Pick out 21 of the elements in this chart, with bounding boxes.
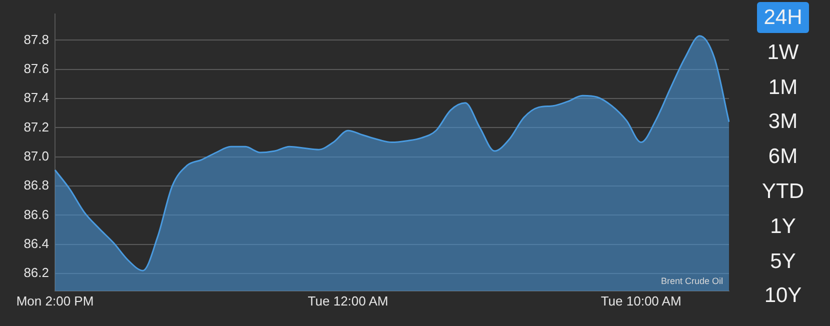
- range-button[interactable]: 1W: [760, 36, 806, 68]
- range-button[interactable]: 10Y: [757, 280, 809, 312]
- y-tick-label: 87.6: [24, 60, 49, 76]
- range-button[interactable]: 5Y: [763, 246, 803, 277]
- x-tick-label: Tue 12:00 AM: [308, 293, 388, 308]
- range-button[interactable]: 6M: [761, 141, 805, 172]
- annotation: Brent Crude Oil: [660, 276, 723, 286]
- y-tick-label: 87.0: [24, 148, 49, 164]
- range-button[interactable]: 3M: [761, 106, 805, 138]
- y-tick-label: 87.2: [24, 119, 49, 134]
- y-tick-label: 86.8: [24, 178, 49, 193]
- y-tick-label: 86.2: [24, 265, 49, 280]
- y-tick-label: 87.8: [24, 32, 49, 47]
- y-tick-label: 86.4: [24, 236, 49, 251]
- range-button[interactable]: YTD: [755, 176, 811, 207]
- range-button[interactable]: 1Y: [763, 210, 803, 242]
- range-button[interactable]: 1M: [761, 72, 805, 103]
- y-tick-label: 87.4: [24, 90, 49, 106]
- x-tick-label: Tue 10:00 AM: [600, 293, 682, 308]
- y-tick-label: 86.6: [24, 206, 49, 222]
- x-tick-label: Mon 2:00 PM: [16, 293, 94, 308]
